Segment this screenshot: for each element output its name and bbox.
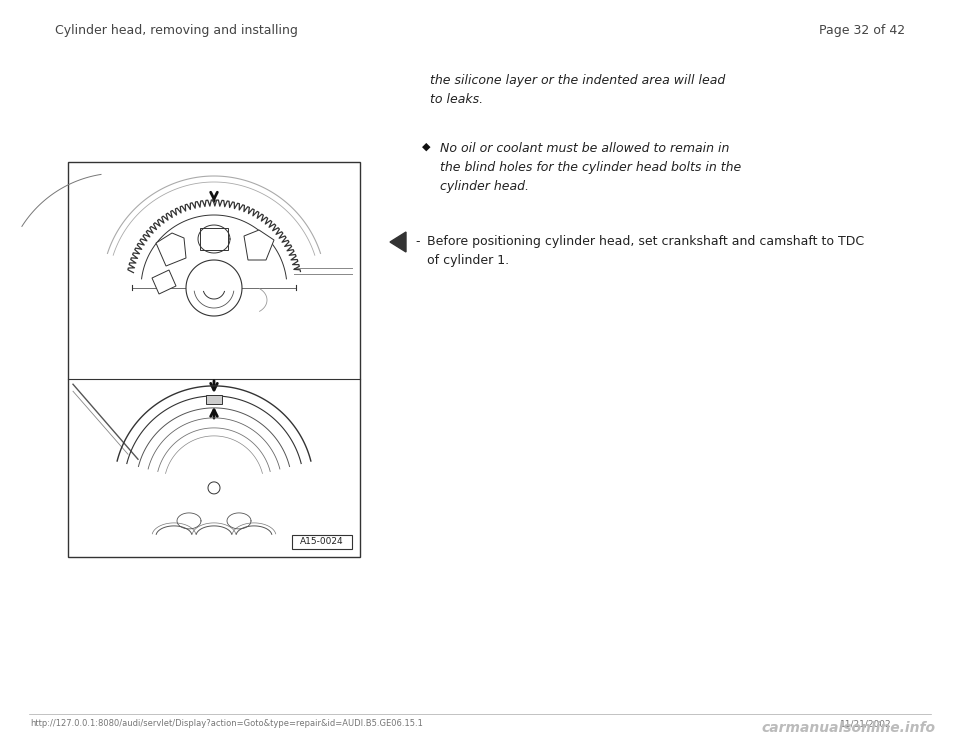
Text: Cylinder head, removing and installing: Cylinder head, removing and installing (55, 24, 298, 37)
Text: -: - (415, 235, 420, 248)
Text: carmanualsonline.info: carmanualsonline.info (761, 721, 935, 735)
Text: 11/21/2002: 11/21/2002 (840, 720, 892, 729)
Text: Page 32 of 42: Page 32 of 42 (819, 24, 905, 37)
Polygon shape (200, 228, 228, 250)
Polygon shape (152, 270, 176, 294)
Text: Before positioning cylinder head, set crankshaft and camshaft to TDC
of cylinder: Before positioning cylinder head, set cr… (427, 235, 864, 267)
Polygon shape (208, 482, 220, 494)
Text: the silicone layer or the indented area will lead
to leaks.: the silicone layer or the indented area … (430, 74, 725, 106)
Polygon shape (156, 233, 186, 266)
Text: ◆: ◆ (422, 142, 430, 152)
Text: A15-0024: A15-0024 (300, 537, 344, 547)
Bar (292, 535, 352, 549)
Text: No oil or coolant must be allowed to remain in
the blind holes for the cylinder : No oil or coolant must be allowed to rem… (440, 142, 741, 193)
Polygon shape (244, 230, 274, 260)
Polygon shape (186, 260, 242, 316)
Bar (206, 395, 222, 404)
Text: http://127.0.0.1:8080/audi/servlet/Display?action=Goto&type=repair&id=AUDI.B5.GE: http://127.0.0.1:8080/audi/servlet/Displ… (30, 720, 422, 729)
Bar (68, 162, 360, 557)
Polygon shape (390, 232, 406, 252)
